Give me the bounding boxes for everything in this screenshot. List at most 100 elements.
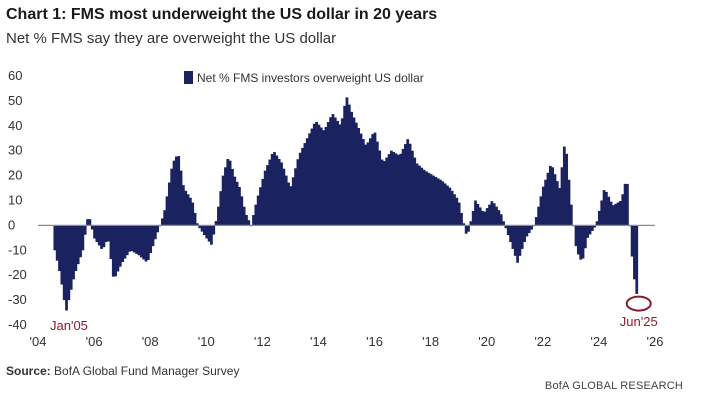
x-tick-label: '06 xyxy=(86,334,103,349)
data-bar xyxy=(368,138,372,226)
data-bar xyxy=(303,143,307,226)
data-bar xyxy=(163,210,167,226)
data-bar xyxy=(635,225,639,294)
data-bar xyxy=(95,225,99,242)
data-bar xyxy=(109,225,113,260)
data-bar xyxy=(139,225,143,258)
data-bar xyxy=(375,141,379,226)
data-bar xyxy=(88,219,92,226)
data-bar xyxy=(453,194,456,226)
data-bar xyxy=(471,210,475,226)
data-bar xyxy=(58,225,61,272)
data-bar xyxy=(436,178,440,226)
data-bar xyxy=(256,195,260,226)
data-bar xyxy=(511,225,515,249)
data-bar xyxy=(228,160,232,226)
data-bar xyxy=(231,168,234,226)
data-bar xyxy=(247,220,251,226)
data-bar xyxy=(441,181,445,226)
data-bar xyxy=(172,160,176,226)
x-tick-label: '12 xyxy=(254,334,271,349)
data-bar xyxy=(434,176,438,226)
data-bar xyxy=(553,174,557,226)
data-bar xyxy=(460,212,463,226)
chart-title: Chart 1: FMS most underweight the US dol… xyxy=(6,6,438,23)
annotation-jan05: Jan'05 xyxy=(50,318,88,333)
data-bar xyxy=(415,163,419,226)
data-bar xyxy=(329,117,332,226)
data-bar xyxy=(308,133,311,226)
data-bar xyxy=(581,225,585,259)
data-bar xyxy=(69,225,73,290)
data-bar xyxy=(347,104,351,226)
data-bar xyxy=(546,172,550,226)
data-bar xyxy=(174,156,178,226)
data-bar xyxy=(79,225,82,258)
data-bar xyxy=(149,225,153,254)
data-bar xyxy=(361,139,365,226)
data-bar xyxy=(565,153,569,226)
data-bar xyxy=(598,210,601,226)
data-bar xyxy=(93,225,96,239)
data-bar xyxy=(55,225,59,261)
data-bar xyxy=(86,219,89,226)
data-bar xyxy=(401,148,405,226)
x-tick-label: '18 xyxy=(422,334,439,349)
data-bar xyxy=(382,161,386,226)
data-bar xyxy=(275,155,279,226)
y-tick-label: 40 xyxy=(8,118,22,133)
data-bar xyxy=(65,225,68,311)
data-bar xyxy=(593,225,597,228)
data-bar xyxy=(525,225,529,237)
data-bar xyxy=(191,202,195,226)
data-bar xyxy=(315,121,318,226)
x-tick-label: '20 xyxy=(478,334,495,349)
x-tick-label: '10 xyxy=(198,334,215,349)
data-bar xyxy=(270,154,274,226)
data-bar xyxy=(114,225,117,277)
data-bar xyxy=(221,175,225,226)
data-bar xyxy=(432,175,435,226)
data-bar xyxy=(289,186,293,226)
data-bar xyxy=(567,179,571,226)
data-bar xyxy=(616,202,620,226)
y-tick-label: 50 xyxy=(8,93,22,108)
data-bar xyxy=(135,225,138,254)
x-tick-label: '08 xyxy=(142,334,159,349)
data-bar xyxy=(296,159,300,226)
data-bar xyxy=(67,225,71,301)
data-bar xyxy=(457,202,461,226)
data-bar xyxy=(364,144,368,226)
data-bar xyxy=(609,201,613,226)
y-tick-label: -30 xyxy=(8,292,27,307)
data-bar xyxy=(74,225,78,272)
data-bar xyxy=(242,206,246,226)
annotation-circle-jun25 xyxy=(625,295,652,312)
data-bar xyxy=(151,225,155,247)
data-bar xyxy=(345,97,349,226)
data-bar xyxy=(427,172,431,226)
data-bar xyxy=(167,182,171,226)
data-bar xyxy=(177,156,181,226)
data-bar xyxy=(123,225,127,259)
data-bar xyxy=(523,225,526,242)
data-bar xyxy=(605,191,608,226)
data-bar xyxy=(312,123,316,226)
data-bar xyxy=(132,225,136,253)
data-bar xyxy=(516,225,519,263)
data-bar xyxy=(277,159,281,226)
data-bar xyxy=(633,225,636,280)
data-bar xyxy=(478,207,482,226)
data-bar xyxy=(357,128,361,226)
data-bar xyxy=(506,225,510,236)
data-bar xyxy=(390,150,393,226)
data-bar xyxy=(462,223,466,226)
data-bar xyxy=(205,225,209,239)
data-bar xyxy=(614,203,618,226)
data-bar xyxy=(182,185,185,226)
data-bar xyxy=(413,157,417,226)
data-bar xyxy=(371,134,375,226)
data-bar xyxy=(378,150,382,226)
data-bar xyxy=(439,179,442,226)
data-bar xyxy=(118,225,122,267)
